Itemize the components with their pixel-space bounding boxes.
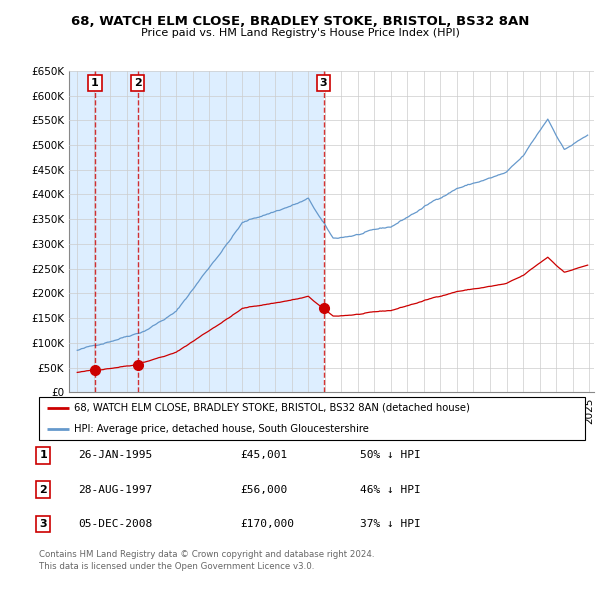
Text: 50% ↓ HPI: 50% ↓ HPI <box>360 451 421 460</box>
Bar <box>137 71 323 392</box>
Bar <box>95 71 137 392</box>
Bar <box>69 71 95 392</box>
Text: 3: 3 <box>40 519 47 529</box>
Text: £170,000: £170,000 <box>240 519 294 529</box>
Text: 1: 1 <box>40 451 47 460</box>
Text: 26-JAN-1995: 26-JAN-1995 <box>78 451 152 460</box>
Text: This data is licensed under the Open Government Licence v3.0.: This data is licensed under the Open Gov… <box>39 562 314 571</box>
Text: £56,000: £56,000 <box>240 485 287 494</box>
Text: 2: 2 <box>40 485 47 494</box>
Bar <box>323 71 594 392</box>
Text: HPI: Average price, detached house, South Gloucestershire: HPI: Average price, detached house, Sout… <box>74 424 370 434</box>
Text: 1: 1 <box>91 78 99 88</box>
Text: £45,001: £45,001 <box>240 451 287 460</box>
Text: Contains HM Land Registry data © Crown copyright and database right 2024.: Contains HM Land Registry data © Crown c… <box>39 550 374 559</box>
Text: 28-AUG-1997: 28-AUG-1997 <box>78 485 152 494</box>
Text: Price paid vs. HM Land Registry's House Price Index (HPI): Price paid vs. HM Land Registry's House … <box>140 28 460 38</box>
Text: 37% ↓ HPI: 37% ↓ HPI <box>360 519 421 529</box>
Text: 2: 2 <box>134 78 142 88</box>
Text: 3: 3 <box>320 78 328 88</box>
Text: 68, WATCH ELM CLOSE, BRADLEY STOKE, BRISTOL, BS32 8AN (detached house): 68, WATCH ELM CLOSE, BRADLEY STOKE, BRIS… <box>74 403 470 412</box>
Text: 68, WATCH ELM CLOSE, BRADLEY STOKE, BRISTOL, BS32 8AN: 68, WATCH ELM CLOSE, BRADLEY STOKE, BRIS… <box>71 15 529 28</box>
Text: 46% ↓ HPI: 46% ↓ HPI <box>360 485 421 494</box>
Text: 05-DEC-2008: 05-DEC-2008 <box>78 519 152 529</box>
Bar <box>69 71 95 392</box>
